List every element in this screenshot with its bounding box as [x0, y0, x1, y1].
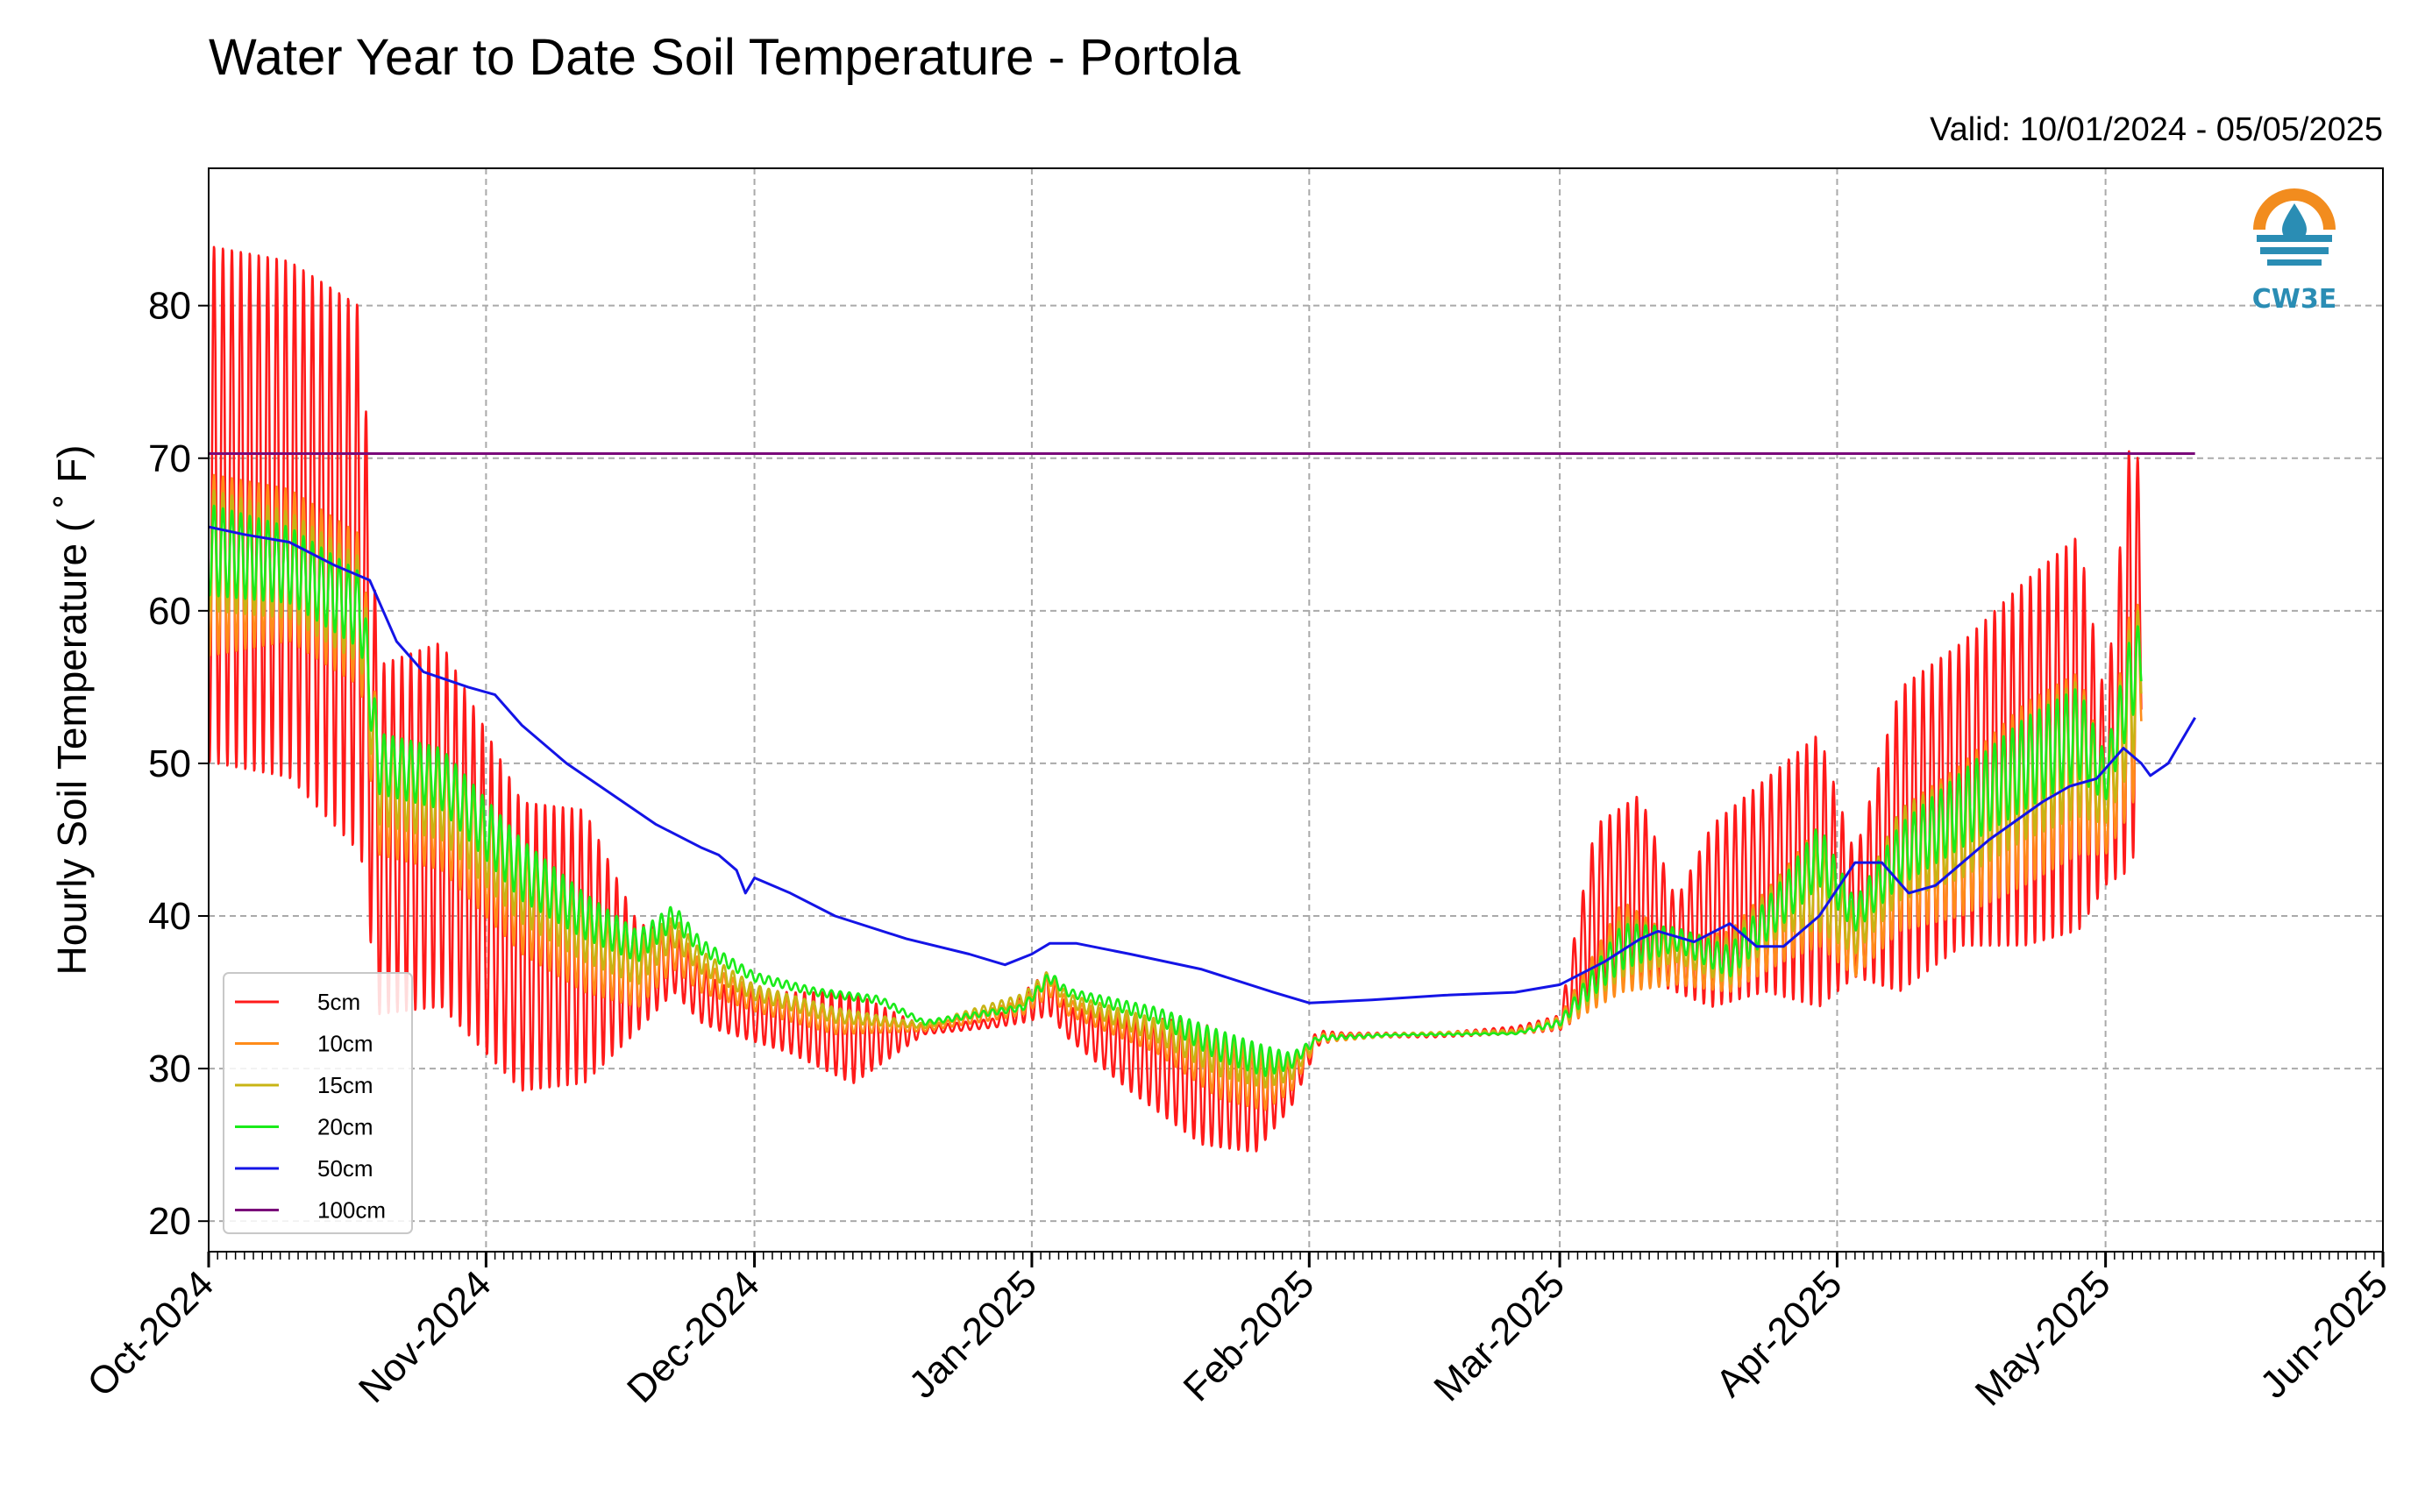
x-tick-label: Oct-2024: [79, 1262, 222, 1405]
chart-subtitle: Valid: 10/01/2024 - 05/05/2025: [1930, 111, 2383, 148]
y-tick-label: 70: [148, 437, 191, 480]
x-tick-label: Jan-2025: [901, 1262, 1045, 1406]
x-tick-label: May-2025: [1967, 1262, 2119, 1414]
y-tick-label: 60: [148, 590, 191, 633]
series-line-5cm: [209, 245, 2143, 1153]
x-tick-label: Dec-2024: [619, 1262, 768, 1411]
y-axis-label: Hourly Soil Temperature ( ˚ F): [49, 445, 95, 976]
y-tick-label: 80: [148, 285, 191, 328]
y-tick-label: 30: [148, 1047, 191, 1090]
plot-frame: [208, 167, 2384, 1253]
y-tick-label: 50: [148, 742, 191, 785]
legend-label: 15cm: [317, 1072, 373, 1098]
x-tick-label: Jun-2025: [2252, 1262, 2396, 1406]
x-tick-label: Nov-2024: [351, 1262, 500, 1411]
y-tick-label: 40: [148, 895, 191, 938]
x-tick-label: Feb-2025: [1176, 1262, 1323, 1409]
series-line-50cm: [209, 525, 2196, 1004]
x-tick-label: Mar-2025: [1426, 1262, 1573, 1409]
series-line-10cm: [209, 473, 2143, 1111]
x-axis: Oct-2024 Nov-2024 Dec-2024 Jan-2025 Feb-2025…: [79, 1252, 2396, 1414]
y-axis: 20 30 40 50 60 70 80: [148, 285, 209, 1243]
legend-label: 50cm: [317, 1155, 373, 1182]
series-line-20cm: [209, 504, 2143, 1077]
legend-label: 20cm: [317, 1114, 373, 1140]
legend-label: 10cm: [317, 1031, 373, 1057]
legend-label: 5cm: [317, 989, 360, 1015]
legend: 5cm 10cm 15cm 20cm 50cm 100cm: [223, 972, 413, 1234]
logo-waves-icon: [2257, 235, 2332, 266]
y-tick-label: 20: [148, 1200, 191, 1243]
cw3e-logo: CW3E: [2251, 188, 2337, 315]
chart-title: Water Year to Date Soil Temperature - Po…: [209, 29, 1241, 86]
minor-ticks: [208, 1252, 2384, 1260]
x-tick-label: Apr-2025: [1708, 1262, 1851, 1405]
series-layer: [209, 245, 2196, 1153]
logo-drop-icon: [2282, 203, 2307, 242]
series-line-15cm: [209, 489, 2143, 1089]
logo-text: CW3E: [2252, 284, 2336, 315]
legend-label: 100cm: [317, 1197, 386, 1224]
